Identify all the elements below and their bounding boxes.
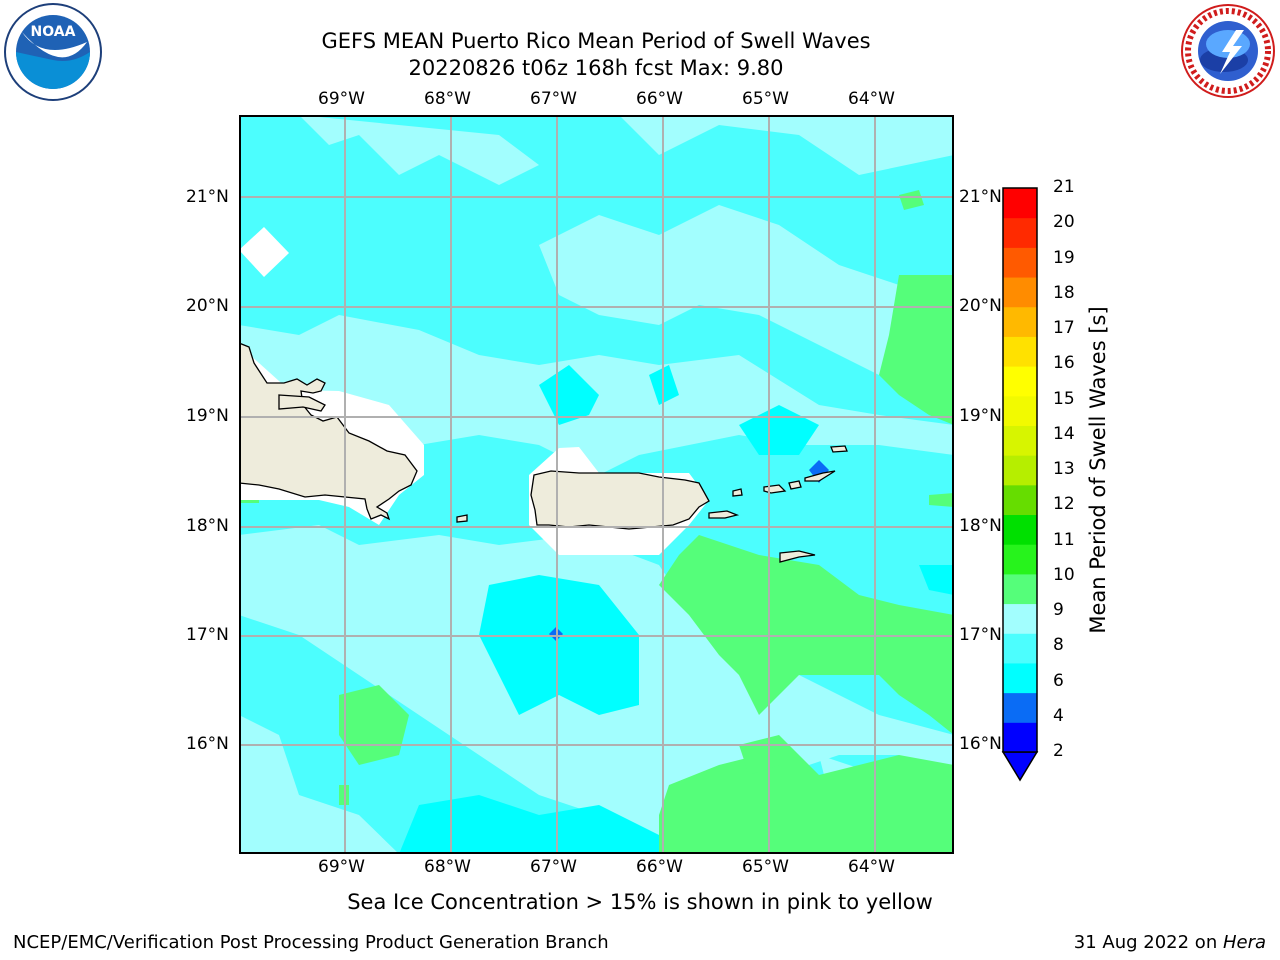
lon-label: 68°W: [424, 857, 471, 877]
lon-label: 67°W: [530, 857, 577, 877]
colorbar-segment: [1003, 514, 1037, 545]
colorbar-tick-label: 2: [1053, 741, 1064, 761]
colorbar: [1001, 187, 1039, 782]
colorbar-tick-label: 12: [1053, 494, 1075, 515]
st-croix: [779, 550, 816, 563]
colorbar-segment: [1003, 692, 1037, 723]
colorbar-segment: [1003, 217, 1037, 248]
lon-label: 65°W: [742, 857, 789, 877]
colorbar-segment: [1003, 573, 1037, 605]
lon-label: 69°W: [318, 857, 365, 877]
colorbar-tick-label: 4: [1053, 705, 1064, 726]
lat-label: 20°N: [186, 296, 229, 316]
colorbar-tick-label: 8: [1053, 635, 1064, 656]
lon-label: 69°W: [318, 89, 365, 109]
lat-label: 21°N: [186, 187, 229, 207]
lat-label: 17°N: [186, 625, 229, 645]
footer-date-text: 31 Aug 2022 on: [1073, 932, 1223, 953]
lon-label: 67°W: [530, 89, 577, 109]
nws-logo: [1181, 4, 1275, 98]
sea-ice-caption: Sea Ice Concentration > 15% is shown in …: [347, 890, 933, 914]
lat-label: 16°N: [186, 734, 229, 754]
lon-label: 66°W: [636, 857, 683, 877]
colorbar-tick-label: 20: [1053, 212, 1075, 233]
colorbar-tick-label: 14: [1053, 423, 1075, 444]
colorbar-tick-label: 11: [1053, 529, 1075, 550]
colorbar-segment: [1003, 395, 1037, 426]
colorbar-segment: [1003, 455, 1037, 486]
colorbar-tick-label: 16: [1053, 353, 1075, 374]
colorbar-segment: [1003, 544, 1037, 575]
lat-label: 19°N: [186, 406, 229, 426]
tortola: [804, 470, 836, 482]
colorbar-segment: [1003, 425, 1037, 456]
colorbar-tick-label: 15: [1053, 388, 1075, 409]
anegada: [830, 445, 848, 453]
lat-label: 18°N: [186, 516, 229, 536]
lon-label: 68°W: [424, 89, 471, 109]
colorbar-segment: [1003, 662, 1037, 694]
land: [239, 342, 848, 563]
hispaniola-bay: [278, 394, 326, 412]
map-frame: [239, 115, 954, 854]
colorbar-label: Mean Period of Swell Waves [s]: [1086, 306, 1110, 634]
map-title-line2: 20220826 t06z 168h fcst Max: 9.80: [408, 56, 784, 80]
field-4-6: [399, 365, 954, 854]
lon-label: 66°W: [636, 89, 683, 109]
colorbar-tick-label: 13: [1053, 459, 1075, 479]
colorbar-segment: [1003, 247, 1037, 278]
map-title-line1: GEFS MEAN Puerto Rico Mean Period of Swe…: [321, 29, 871, 53]
lat-label: 17°N: [959, 625, 1002, 645]
colorbar-segment: [1003, 366, 1037, 397]
colorbar-segment: [1003, 633, 1037, 664]
colorbar-segment: [1003, 603, 1037, 634]
colorbar-tick-label: 9: [1053, 600, 1064, 620]
puerto-rico: [530, 470, 710, 530]
colorbar-segment: [1003, 722, 1037, 753]
noaa-logo: NOAA: [4, 3, 102, 101]
colorbar-extend-min: [1001, 751, 1039, 782]
lat-label: 18°N: [959, 516, 1002, 536]
colorbar-segment: [1003, 277, 1037, 308]
footer-date: 31 Aug 2022 on Hera: [1074, 932, 1266, 953]
lon-label: 64°W: [848, 857, 895, 877]
lat-label: 20°N: [959, 296, 1002, 316]
colorbar-tick-label: 19: [1053, 247, 1075, 268]
hispaniola: [239, 342, 418, 521]
lat-label: 16°N: [959, 734, 1002, 754]
footer-host: Hera: [1222, 932, 1266, 953]
colorbar-tick-label: 18: [1053, 282, 1075, 303]
footer-branch: NCEP/EMC/Verification Post Processing Pr…: [13, 932, 609, 953]
colorbar-segment: [1003, 336, 1037, 367]
st-john: [788, 480, 802, 490]
colorbar-segment: [1003, 484, 1037, 516]
vieques: [708, 510, 740, 519]
colorbar-segment: [1003, 188, 1037, 219]
colorbar-tick-label: 21: [1053, 177, 1075, 197]
lat-label: 19°N: [959, 406, 1002, 426]
culebra: [732, 488, 743, 497]
lon-label: 64°W: [848, 89, 895, 109]
graticule: [239, 115, 954, 854]
mona-island: [456, 514, 468, 523]
swell-period-map: [239, 115, 954, 854]
noaa-text: NOAA: [31, 24, 76, 40]
colorbar-tick-label: 10: [1053, 564, 1075, 585]
lon-label: 65°W: [742, 89, 789, 109]
lat-label: 21°N: [959, 187, 1002, 207]
colorbar-tick-label: 6: [1053, 670, 1064, 691]
colorbar-tick-label: 17: [1053, 318, 1075, 338]
colorbar-segment: [1003, 306, 1037, 337]
